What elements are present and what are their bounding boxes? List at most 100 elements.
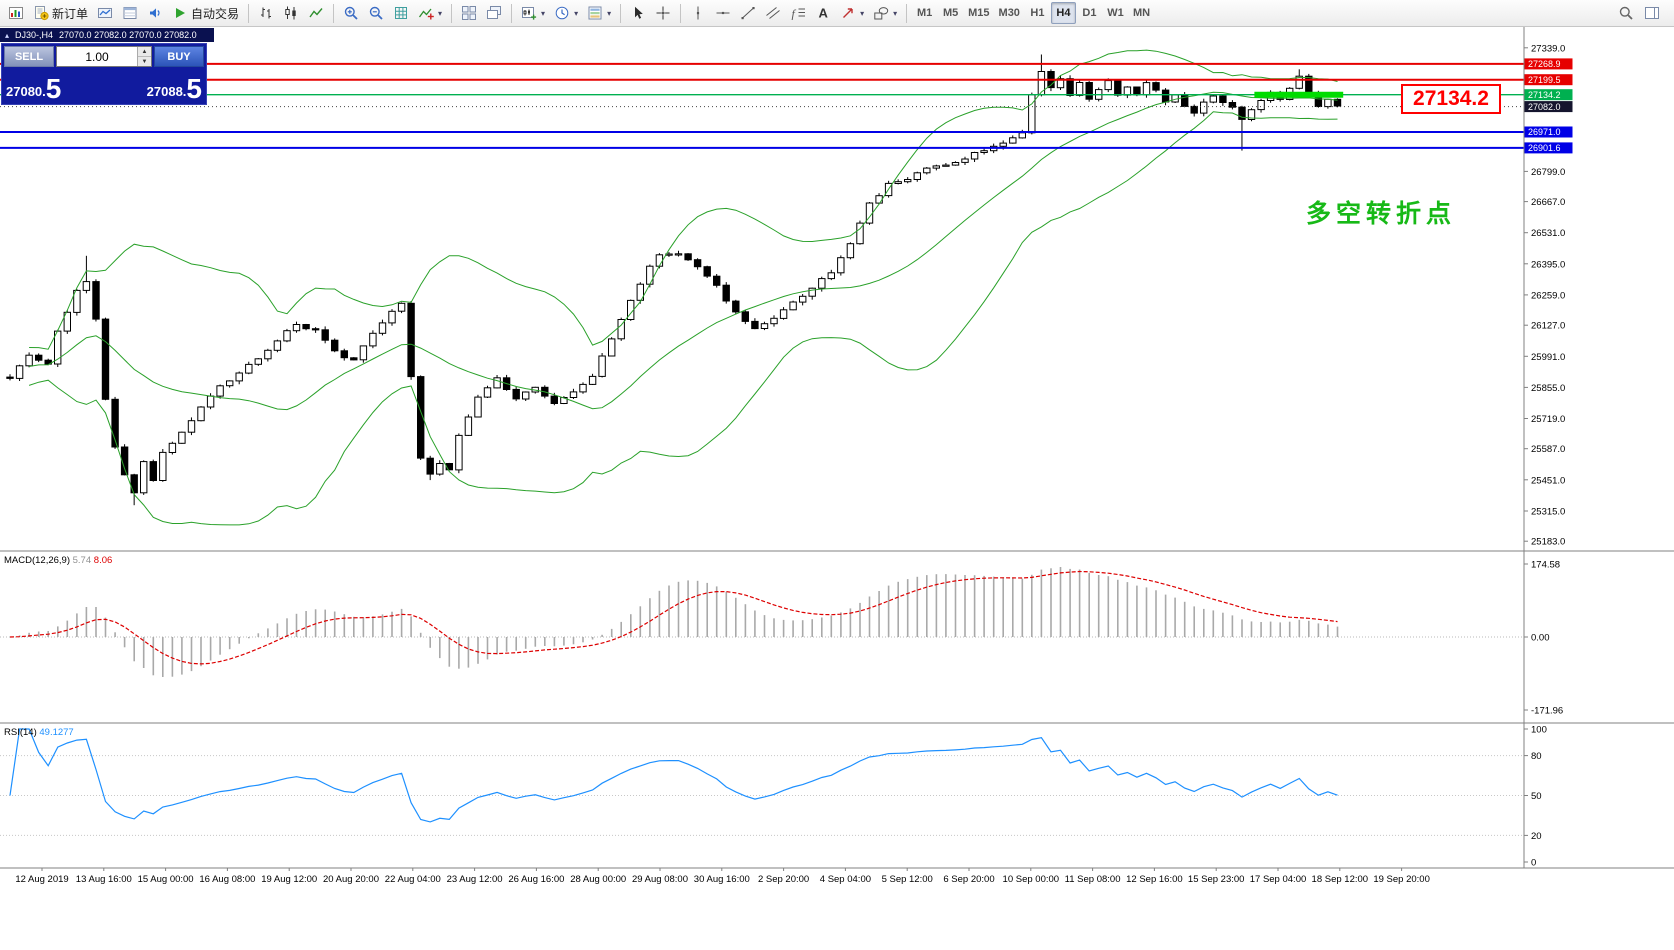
shapes-button[interactable]: ▾ — [869, 2, 901, 24]
equidistant-channel-icon — [765, 5, 781, 21]
text-label-button[interactable]: A — [811, 2, 835, 24]
cascade-windows-button[interactable] — [482, 2, 506, 24]
svg-text:13 Aug 16:00: 13 Aug 16:00 — [76, 874, 132, 885]
crosshair-button[interactable] — [651, 2, 675, 24]
trade-panel-prices: 27080. 5 27088. 5 — [2, 67, 206, 104]
toolbar-right-group — [1614, 2, 1670, 24]
svg-text:20: 20 — [1531, 831, 1542, 842]
svg-text:27268.9: 27268.9 — [1528, 59, 1561, 69]
sell-price-main: 27080. — [6, 84, 46, 99]
volume-input[interactable]: 1.00 — [85, 49, 109, 64]
svg-text:174.58: 174.58 — [1531, 560, 1560, 571]
toolbar-separator — [451, 3, 453, 23]
svg-text:25587.0: 25587.0 — [1531, 444, 1565, 455]
svg-text:26259.0: 26259.0 — [1531, 290, 1565, 301]
templates-button[interactable]: ▾ — [583, 2, 615, 24]
svg-text:10 Sep 00:00: 10 Sep 00:00 — [1003, 874, 1060, 885]
fibonacci-button[interactable]: f — [786, 2, 810, 24]
timeframe-m5-button[interactable]: M5 — [938, 2, 963, 24]
svg-text:26 Aug 16:00: 26 Aug 16:00 — [508, 874, 564, 885]
candlestick-chart-icon — [283, 5, 299, 21]
grid-button[interactable] — [389, 2, 413, 24]
toolbar-separator — [620, 3, 622, 23]
buy-button[interactable]: BUY — [154, 46, 204, 67]
svg-text:15 Sep 23:00: 15 Sep 23:00 — [1188, 874, 1245, 885]
timeframe-w1-button[interactable]: W1 — [1103, 2, 1128, 24]
svg-text:4 Sep 04:00: 4 Sep 04:00 — [820, 874, 871, 885]
dropdown-caret-icon: ▾ — [607, 8, 612, 18]
svg-text:5 Sep 12:00: 5 Sep 12:00 — [882, 874, 933, 885]
data-window-button[interactable] — [118, 2, 142, 24]
toolbar-separator — [248, 3, 250, 23]
new-chart-icon — [521, 5, 537, 21]
svg-text:22 Aug 04:00: 22 Aug 04:00 — [385, 874, 441, 885]
zoom-out-button[interactable] — [364, 2, 388, 24]
candlestick-chart-button[interactable] — [279, 2, 303, 24]
svg-text:25315.0: 25315.0 — [1531, 507, 1565, 518]
toggle-panels-icon — [1644, 5, 1660, 21]
charts-profile-button[interactable] — [93, 2, 117, 24]
equidistant-channel-button[interactable] — [761, 2, 785, 24]
bar-chart-button[interactable] — [254, 2, 278, 24]
timeframe-h1-button[interactable]: H1 — [1025, 2, 1050, 24]
horizontal-line-button[interactable] — [711, 2, 735, 24]
timeframe-m15-button[interactable]: M15 — [964, 2, 993, 24]
macd-axis: 174.58 0.00 -171.96 — [1524, 560, 1563, 717]
volume-up-button[interactable]: ▲ — [138, 47, 151, 57]
new-order-button[interactable]: 新订单 — [29, 2, 92, 24]
volume-down-button[interactable]: ▼ — [138, 57, 151, 66]
tile-windows-button[interactable] — [457, 2, 481, 24]
toggle-panels-button[interactable] — [1640, 2, 1664, 24]
shapes-icon — [873, 5, 889, 21]
trendline-icon — [740, 5, 756, 21]
new-chart-button[interactable]: ▾ — [517, 2, 549, 24]
dropdown-caret-icon: ▾ — [860, 8, 865, 18]
svg-text:25719.0: 25719.0 — [1531, 414, 1565, 425]
timeframe-m1-button[interactable]: M1 — [912, 2, 937, 24]
chart-canvas[interactable]: 27339.0 26799.0 26667.0 26531.0 26395.0 26259… — [0, 27, 1674, 950]
new-order-label: 新订单 — [52, 6, 89, 21]
periods-icon — [554, 5, 570, 21]
dropdown-caret-icon: ▾ — [438, 8, 443, 18]
auto-trading-button[interactable]: 自动交易 — [168, 2, 243, 24]
chart-titlebar[interactable]: ▴ DJ30-,H4 27070.0 27082.0 27070.0 27082… — [0, 28, 214, 42]
toolbar-separator — [906, 3, 908, 23]
fibonacci-icon: f — [790, 5, 806, 21]
line-chart-button[interactable] — [304, 2, 328, 24]
sell-button[interactable]: SELL — [4, 46, 54, 67]
rsi-axis: 100 80 50 20 0 — [1524, 725, 1547, 869]
svg-text:0: 0 — [1531, 858, 1536, 869]
sell-price: 27080. 5 — [6, 74, 61, 102]
terminal-logo-button[interactable] — [4, 2, 28, 24]
svg-text:25183.0: 25183.0 — [1531, 537, 1565, 548]
turning-point-label: 多空转折点 — [1306, 200, 1457, 228]
volume-box: 1.00 ▲ ▼ — [56, 46, 152, 67]
zoom-in-button[interactable] — [339, 2, 363, 24]
trendline-button[interactable] — [736, 2, 760, 24]
text-label-icon: A — [815, 5, 831, 21]
timeframe-d1-button[interactable]: D1 — [1077, 2, 1102, 24]
price-callout-box: 27134.2 — [1401, 84, 1501, 114]
cursor-icon — [630, 5, 646, 21]
timeframe-m30-button[interactable]: M30 — [995, 2, 1024, 24]
periods-button[interactable]: ▾ — [550, 2, 582, 24]
svg-text:80: 80 — [1531, 751, 1542, 762]
svg-text:18 Sep 12:00: 18 Sep 12:00 — [1312, 874, 1369, 885]
arrows-button[interactable]: ▾ — [836, 2, 868, 24]
indicators-button[interactable]: ▾ — [414, 2, 446, 24]
svg-text:26901.6: 26901.6 — [1528, 143, 1561, 153]
timeframe-h4-button[interactable]: H4 — [1050, 2, 1076, 24]
search-button[interactable] — [1614, 2, 1638, 24]
toolbar-separator — [680, 3, 682, 23]
indicators-icon — [418, 5, 434, 21]
collapse-icon[interactable]: ▴ — [5, 30, 10, 40]
alerts-button[interactable] — [143, 2, 167, 24]
svg-text:25855.0: 25855.0 — [1531, 383, 1565, 394]
timeframe-mn-button[interactable]: MN — [1129, 2, 1154, 24]
arrows-icon — [840, 5, 856, 21]
svg-text:27082.0: 27082.0 — [1528, 102, 1561, 112]
time-axis: 12 Aug 2019 13 Aug 16:00 15 Aug 00:00 16 Au… — [15, 868, 1430, 885]
vertical-line-button[interactable] — [686, 2, 710, 24]
macd-label: MACD(12,26,9) 5.74 8.06 — [4, 555, 112, 566]
cursor-button[interactable] — [626, 2, 650, 24]
